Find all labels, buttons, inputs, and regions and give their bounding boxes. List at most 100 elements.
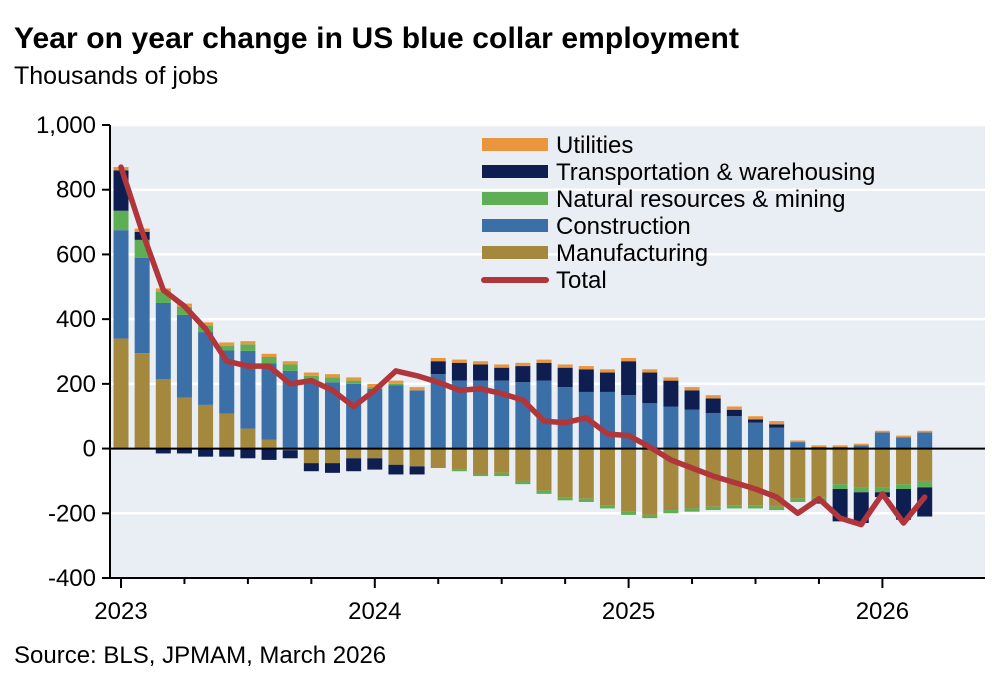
bar-manufacturing-20 <box>536 448 552 491</box>
bar-natural-resources-mining-35 <box>853 487 869 493</box>
legend-label-manufacturing: Manufacturing <box>556 240 708 267</box>
bar-manufacturing-15 <box>430 448 446 468</box>
legend-label-utilities: Utilities <box>556 132 633 159</box>
bar-transportation-warehousing-18 <box>494 367 510 381</box>
chart-subtitle: Thousands of jobs <box>14 62 219 90</box>
bar-transportation-warehousing-13 <box>388 464 404 475</box>
bar-natural-resources-mining-27 <box>684 508 700 512</box>
x-tick-label-2026: 2026 <box>856 598 909 625</box>
chart-title: Year on year change in US blue collar em… <box>14 22 740 55</box>
bar-construction-7 <box>261 363 277 440</box>
bar-natural-resources-mining-11 <box>346 380 362 384</box>
bar-natural-resources-mining-36 <box>874 487 890 493</box>
bar-manufacturing-12 <box>367 448 383 459</box>
bar-transportation-warehousing-24 <box>621 361 637 396</box>
bar-manufacturing-33 <box>811 448 827 498</box>
bar-transportation-warehousing-10 <box>325 463 340 473</box>
legend-swatch-transportation-warehousing <box>482 165 548 178</box>
bar-construction-31 <box>769 427 785 449</box>
bar-construction-5 <box>219 350 235 414</box>
bar-manufacturing-18 <box>494 448 510 473</box>
bar-construction-3 <box>176 314 192 398</box>
bar-construction-37 <box>896 437 912 449</box>
bar-natural-resources-mining-13 <box>388 383 404 386</box>
bar-utilities-8 <box>282 361 298 365</box>
bar-natural-resources-mining-34 <box>832 484 848 490</box>
bar-manufacturing-3 <box>176 397 192 449</box>
bar-utilities-7 <box>261 353 277 358</box>
source-note: Source: BLS, JPMAM, March 2026 <box>14 642 387 669</box>
bar-utilities-34 <box>832 445 848 447</box>
bar-utilities-20 <box>536 359 552 363</box>
bar-utilities-11 <box>346 377 362 381</box>
bar-natural-resources-mining-18 <box>494 472 510 477</box>
bar-transportation-warehousing-37 <box>896 489 912 520</box>
y-tick-label-6: 800 <box>56 177 96 204</box>
bar-construction-12 <box>367 388 383 449</box>
bar-utilities-22 <box>578 366 594 370</box>
bar-construction-17 <box>473 380 489 449</box>
y-tick-label-4: 400 <box>56 306 96 333</box>
bar-construction-6 <box>240 350 256 429</box>
bar-utilities-38 <box>917 430 933 433</box>
bar-utilities-21 <box>557 364 573 368</box>
bar-construction-8 <box>282 370 298 449</box>
bar-natural-resources-mining-3 <box>176 306 192 315</box>
bar-utilities-26 <box>663 377 679 381</box>
bar-natural-resources-mining-30 <box>748 505 763 509</box>
bar-construction-20 <box>536 380 552 449</box>
bar-natural-resources-mining-24 <box>621 511 637 515</box>
bar-manufacturing-27 <box>684 448 700 509</box>
bar-manufacturing-25 <box>642 448 658 515</box>
bar-transportation-warehousing-7 <box>261 448 277 460</box>
legend-label-construction: Construction <box>556 213 691 240</box>
total-line <box>118 164 928 528</box>
bar-construction-19 <box>515 382 531 449</box>
bar-transportation-warehousing-20 <box>536 362 552 381</box>
bar-natural-resources-mining-26 <box>663 510 679 514</box>
bar-manufacturing-29 <box>726 448 742 506</box>
bar-construction-11 <box>346 383 362 449</box>
bar-natural-resources-mining-22 <box>578 498 594 502</box>
bar-utilities-12 <box>367 383 383 388</box>
bar-manufacturing-32 <box>790 448 806 499</box>
bar-manufacturing-23 <box>599 448 615 506</box>
bar-transportation-warehousing-3 <box>176 448 192 454</box>
bar-transportation-warehousing-14 <box>409 466 425 475</box>
bar-manufacturing-36 <box>874 448 890 488</box>
bar-natural-resources-mining-23 <box>599 505 615 509</box>
bar-transportation-warehousing-38 <box>917 487 933 517</box>
bar-construction-9 <box>303 380 319 449</box>
y-tick-labels: -400 -200 0 200 400 600 800 1,000 <box>36 112 96 592</box>
x-tick-label-2025: 2025 <box>602 598 655 625</box>
bar-construction-15 <box>430 374 446 449</box>
bar-transportation-warehousing-28 <box>705 398 721 413</box>
bar-natural-resources-mining-16 <box>451 469 467 472</box>
bar-manufacturing-11 <box>346 448 362 459</box>
bar-manufacturing-16 <box>451 448 467 470</box>
bar-utilities-10 <box>325 374 340 378</box>
bar-manufacturing-35 <box>853 448 869 488</box>
bar-construction-36 <box>874 432 890 449</box>
bar-transportation-warehousing-21 <box>557 367 573 388</box>
legend-label-transportation-warehousing: Transportation & warehousing <box>556 159 875 186</box>
legend-label-total: Total <box>556 267 607 294</box>
bar-transportation-warehousing-2 <box>155 448 171 454</box>
bar-manufacturing-5 <box>219 413 235 449</box>
bar-transportation-warehousing-16 <box>451 362 467 381</box>
bar-utilities-28 <box>705 395 721 399</box>
bar-construction-14 <box>409 390 425 449</box>
bar-utilities-18 <box>494 364 510 368</box>
bar-natural-resources-mining-17 <box>473 474 489 477</box>
bar-utilities-35 <box>853 443 869 446</box>
bar-manufacturing-21 <box>557 448 573 498</box>
bar-utilities-19 <box>515 362 531 367</box>
bar-construction-27 <box>684 409 700 449</box>
bar-construction-21 <box>557 387 573 449</box>
bar-manufacturing-38 <box>917 448 933 481</box>
bar-construction-10 <box>325 382 340 449</box>
bar-utilities-37 <box>896 435 912 438</box>
bar-utilities-4 <box>198 322 214 326</box>
bar-natural-resources-mining-38 <box>917 480 933 488</box>
